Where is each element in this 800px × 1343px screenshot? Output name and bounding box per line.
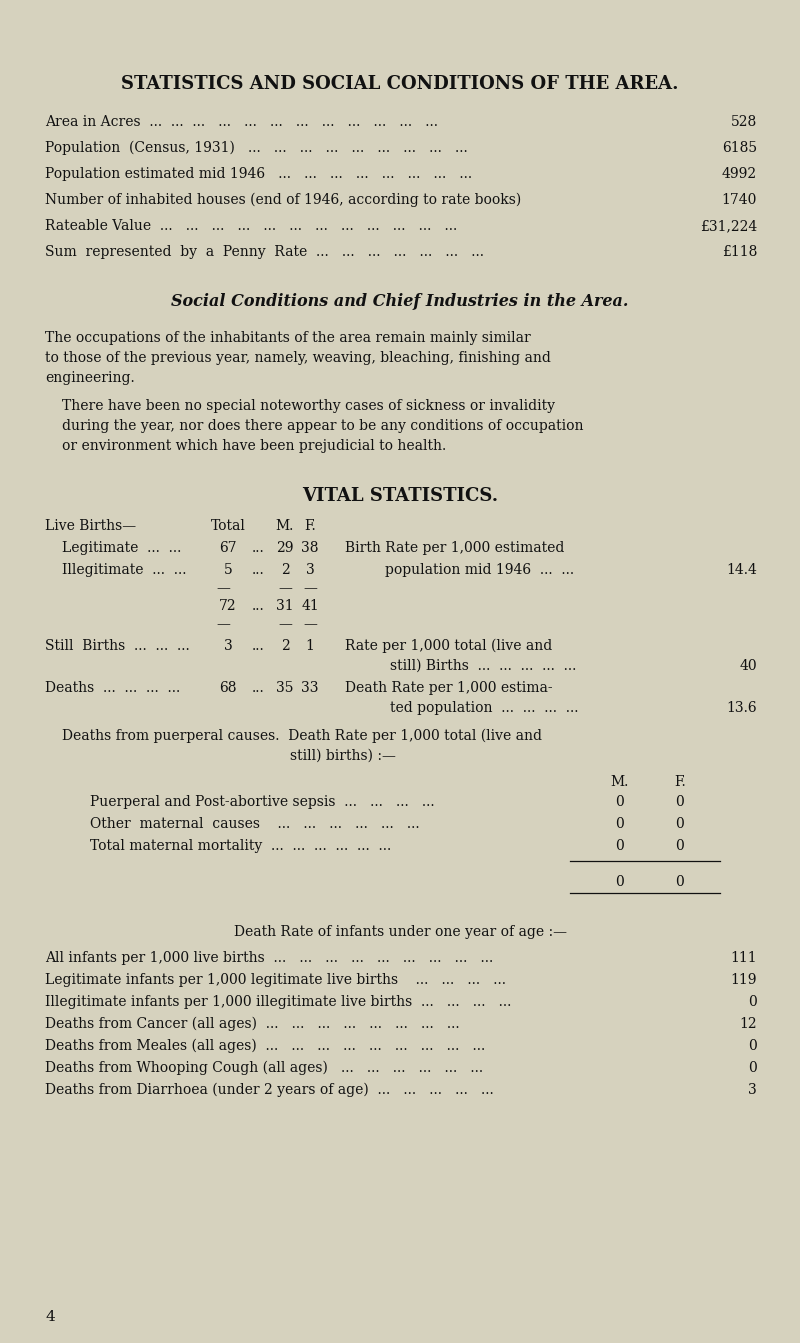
- Text: still) Births  ...  ...  ...  ...  ...: still) Births ... ... ... ... ...: [390, 659, 576, 673]
- Text: Deaths from Diarrhoea (under 2 years of age)  ...   ...   ...   ...   ...: Deaths from Diarrhoea (under 2 years of …: [45, 1082, 494, 1097]
- Text: 12: 12: [739, 1017, 757, 1031]
- Text: 67: 67: [219, 541, 237, 555]
- Text: 41: 41: [301, 599, 319, 612]
- Text: Death Rate of infants under one year of age :—: Death Rate of infants under one year of …: [234, 925, 566, 939]
- Text: Illegitimate  ...  ...: Illegitimate ... ...: [62, 563, 186, 577]
- Text: 5: 5: [224, 563, 232, 577]
- Text: 13.6: 13.6: [726, 701, 757, 714]
- Text: Social Conditions and Chief Industries in the Area.: Social Conditions and Chief Industries i…: [171, 293, 629, 310]
- Text: Death Rate per 1,000 estima-: Death Rate per 1,000 estima-: [345, 681, 553, 694]
- Text: ...: ...: [252, 563, 264, 577]
- Text: —: —: [216, 616, 230, 631]
- Text: Rateable Value  ...   ...   ...   ...   ...   ...   ...   ...   ...   ...   ... : Rateable Value ... ... ... ... ... ... .…: [45, 219, 466, 232]
- Text: —: —: [216, 582, 230, 595]
- Text: F.: F.: [674, 775, 686, 788]
- Text: population mid 1946  ...  ...: population mid 1946 ... ...: [385, 563, 574, 577]
- Text: There have been no special noteworthy cases of sickness or invalidity: There have been no special noteworthy ca…: [62, 399, 555, 414]
- Text: 2: 2: [281, 563, 290, 577]
- Text: The occupations of the inhabitants of the area remain mainly similar: The occupations of the inhabitants of th…: [45, 330, 530, 345]
- Text: Legitimate infants per 1,000 legitimate live births    ...   ...   ...   ...: Legitimate infants per 1,000 legitimate …: [45, 972, 506, 987]
- Text: 72: 72: [219, 599, 237, 612]
- Text: ...: ...: [252, 639, 264, 653]
- Text: 31: 31: [276, 599, 294, 612]
- Text: Legitimate  ...  ...: Legitimate ... ...: [62, 541, 182, 555]
- Text: to those of the previous year, namely, weaving, bleaching, finishing and: to those of the previous year, namely, w…: [45, 351, 551, 365]
- Text: —: —: [303, 582, 317, 595]
- Text: 0: 0: [616, 817, 624, 831]
- Text: 0: 0: [676, 795, 684, 808]
- Text: 0: 0: [748, 995, 757, 1009]
- Text: M.: M.: [611, 775, 629, 788]
- Text: Area in Acres  ...  ...  ...   ...   ...   ...   ...   ...   ...   ...   ...   .: Area in Acres ... ... ... ... ... ... ..…: [45, 115, 438, 129]
- Text: Deaths from Cancer (all ages)  ...   ...   ...   ...   ...   ...   ...   ...: Deaths from Cancer (all ages) ... ... ..…: [45, 1017, 460, 1031]
- Text: 0: 0: [748, 1061, 757, 1074]
- Text: Total maternal mortality  ...  ...  ...  ...  ...  ...: Total maternal mortality ... ... ... ...…: [90, 839, 391, 853]
- Text: VITAL STATISTICS.: VITAL STATISTICS.: [302, 488, 498, 505]
- Text: 2: 2: [281, 639, 290, 653]
- Text: £31,224: £31,224: [700, 219, 757, 232]
- Text: All infants per 1,000 live births  ...   ...   ...   ...   ...   ...   ...   ...: All infants per 1,000 live births ... ..…: [45, 951, 494, 966]
- Text: Total: Total: [210, 518, 246, 533]
- Text: Deaths from Meales (all ages)  ...   ...   ...   ...   ...   ...   ...   ...   .: Deaths from Meales (all ages) ... ... ..…: [45, 1039, 486, 1053]
- Text: Still  Births  ...  ...  ...: Still Births ... ... ...: [45, 639, 190, 653]
- Text: —: —: [303, 616, 317, 631]
- Text: 119: 119: [730, 972, 757, 987]
- Text: 29: 29: [276, 541, 294, 555]
- Text: 14.4: 14.4: [726, 563, 757, 577]
- Text: F.: F.: [304, 518, 316, 533]
- Text: Illegitimate infants per 1,000 illegitimate live births  ...   ...   ...   ...: Illegitimate infants per 1,000 illegitim…: [45, 995, 511, 1009]
- Text: 33: 33: [302, 681, 318, 694]
- Text: STATISTICS AND SOCIAL CONDITIONS OF THE AREA.: STATISTICS AND SOCIAL CONDITIONS OF THE …: [122, 75, 678, 93]
- Text: Puerperal and Post-abortive sepsis  ...   ...   ...   ...: Puerperal and Post-abortive sepsis ... .…: [90, 795, 434, 808]
- Text: Rate per 1,000 total (live and: Rate per 1,000 total (live and: [345, 639, 552, 654]
- Text: Birth Rate per 1,000 estimated: Birth Rate per 1,000 estimated: [345, 541, 564, 555]
- Text: 3: 3: [306, 563, 314, 577]
- Text: 0: 0: [748, 1039, 757, 1053]
- Text: engineering.: engineering.: [45, 371, 134, 385]
- Text: Live Births—: Live Births—: [45, 518, 136, 533]
- Text: 68: 68: [219, 681, 237, 694]
- Text: 0: 0: [676, 876, 684, 889]
- Text: or environment which have been prejudicial to health.: or environment which have been prejudici…: [62, 439, 446, 453]
- Text: during the year, nor does there appear to be any conditions of occupation: during the year, nor does there appear t…: [62, 419, 583, 432]
- Text: —: —: [278, 582, 292, 595]
- Text: Other  maternal  causes    ...   ...   ...   ...   ...   ...: Other maternal causes ... ... ... ... ..…: [90, 817, 420, 831]
- Text: 111: 111: [730, 951, 757, 966]
- Text: 0: 0: [616, 795, 624, 808]
- Text: 0: 0: [616, 876, 624, 889]
- Text: still) births) :—: still) births) :—: [290, 749, 396, 763]
- Text: 40: 40: [739, 659, 757, 673]
- Text: Population  (Census, 1931)   ...   ...   ...   ...   ...   ...   ...   ...   ...: Population (Census, 1931) ... ... ... ..…: [45, 141, 468, 156]
- Text: 4992: 4992: [722, 167, 757, 181]
- Text: 1740: 1740: [722, 193, 757, 207]
- Text: 35: 35: [276, 681, 294, 694]
- Text: 0: 0: [676, 817, 684, 831]
- Text: 1: 1: [306, 639, 314, 653]
- Text: —: —: [278, 616, 292, 631]
- Text: 0: 0: [616, 839, 624, 853]
- Text: 6185: 6185: [722, 141, 757, 154]
- Text: Sum  represented  by  a  Penny  Rate  ...   ...   ...   ...   ...   ...   ...: Sum represented by a Penny Rate ... ... …: [45, 244, 484, 259]
- Text: Deaths from puerperal causes.  Death Rate per 1,000 total (live and: Deaths from puerperal causes. Death Rate…: [62, 729, 542, 744]
- Text: 3: 3: [748, 1082, 757, 1097]
- Text: ted population  ...  ...  ...  ...: ted population ... ... ... ...: [390, 701, 578, 714]
- Text: 528: 528: [730, 115, 757, 129]
- Text: ...: ...: [252, 541, 264, 555]
- Text: M.: M.: [276, 518, 294, 533]
- Text: 3: 3: [224, 639, 232, 653]
- Text: Number of inhabited houses (end of 1946, according to rate books): Number of inhabited houses (end of 1946,…: [45, 193, 522, 207]
- Text: £118: £118: [722, 244, 757, 259]
- Text: ...: ...: [252, 599, 264, 612]
- Text: ...: ...: [252, 681, 264, 694]
- Text: Deaths  ...  ...  ...  ...: Deaths ... ... ... ...: [45, 681, 180, 694]
- Text: 4: 4: [45, 1309, 54, 1324]
- Text: Population estimated mid 1946   ...   ...   ...   ...   ...   ...   ...   ...: Population estimated mid 1946 ... ... ..…: [45, 167, 472, 181]
- Text: Deaths from Whooping Cough (all ages)   ...   ...   ...   ...   ...   ...: Deaths from Whooping Cough (all ages) ..…: [45, 1061, 483, 1076]
- Text: 0: 0: [676, 839, 684, 853]
- Text: 38: 38: [302, 541, 318, 555]
